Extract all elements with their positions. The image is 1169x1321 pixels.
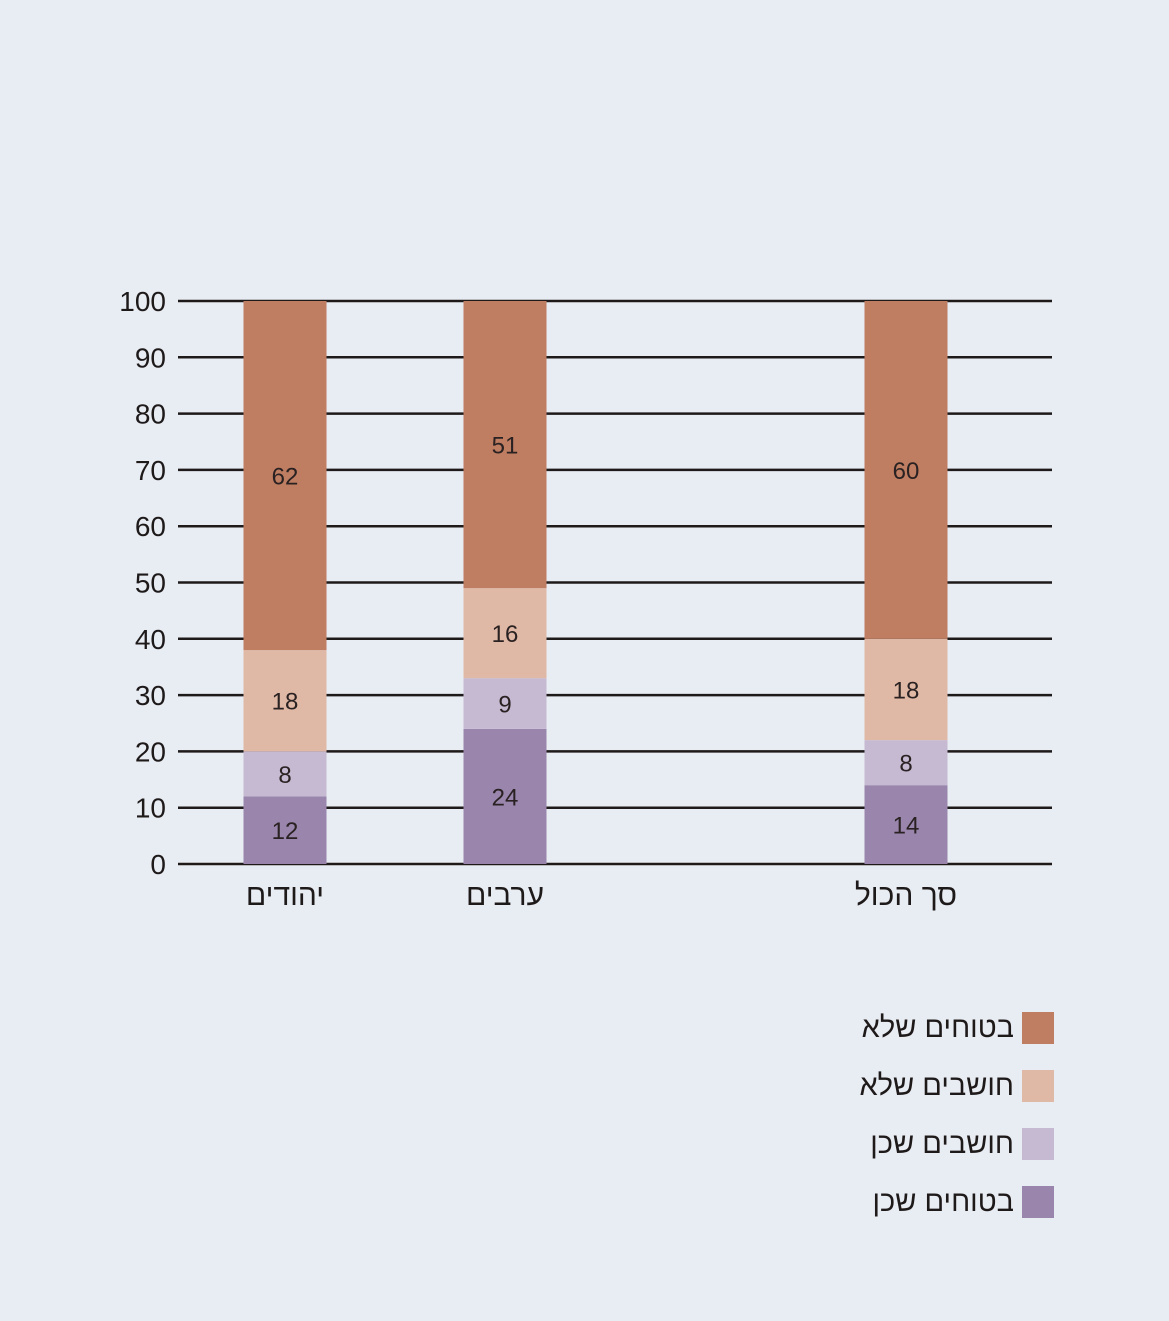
legend-swatch [1022,1070,1054,1102]
legend-label: בטוחים שכן [872,1185,1014,1218]
legend-item: בטוחים שלא [734,1010,1054,1046]
legend-item: חושבים שכן [734,1126,1054,1162]
data-label: 51 [492,433,519,460]
bar-segment [864,301,948,639]
category-label: יהודים [246,879,324,912]
legend-label: חושבים שלא [859,1069,1014,1102]
legend-swatch [1022,1186,1054,1218]
y-tick-label: 80 [135,399,166,430]
y-tick-label: 40 [135,624,166,655]
data-label: 62 [272,464,299,491]
y-tick-label: 90 [135,342,166,373]
legend-label: חושבים שכן [870,1127,1014,1160]
bars [243,301,948,864]
y-tick-label: 30 [135,680,166,711]
data-label: 9 [498,692,511,719]
y-tick-label: 50 [135,568,166,599]
data-label: 8 [899,751,912,778]
category-label: סך הכול [855,879,957,912]
legend-item: בטוחים שכן [734,1184,1054,1220]
data-label: 24 [492,784,519,811]
bar-segment [864,740,948,786]
data-label: 8 [278,762,291,789]
bar-segment [463,678,547,729]
bar-segment [243,301,327,651]
data-label: 12 [272,818,299,845]
legend-item: חושבים שלא [734,1068,1054,1104]
data-label: 16 [492,621,519,648]
data-label: 60 [893,458,920,485]
y-tick-label: 0 [150,849,166,880]
category-labels: יהודים ערבים סך הכול [246,879,957,912]
legend-label: בטוחים שלא [861,1011,1014,1044]
legend-swatch [1022,1128,1054,1160]
y-tick-label: 100 [119,286,166,317]
y-tick-label: 70 [135,455,166,486]
y-tick-label: 10 [135,793,166,824]
data-label: 14 [893,813,920,840]
bar-segment [864,785,948,864]
bar-segment [243,796,327,864]
bar-segment [864,638,948,741]
legend: בטוחים שלא חושבים שלא חושבים שכן בטוחים … [734,1010,1054,1242]
category-label: ערבים [466,879,544,912]
data-label: 18 [893,677,920,704]
data-label: 18 [272,689,299,716]
bar-segment [463,301,547,589]
bar-segment [243,751,327,797]
bar-segment [463,588,547,679]
data-labels: 12 8 18 62 24 9 16 51 14 8 18 60 [272,433,920,846]
legend-swatch [1022,1012,1054,1044]
y-tick-label: 60 [135,511,166,542]
bar-segment [463,728,547,864]
y-tick-label: 20 [135,736,166,767]
y-axis-tick-labels: 0 10 20 30 40 50 60 70 80 90 100 [119,286,166,880]
bar-segment [243,650,327,752]
